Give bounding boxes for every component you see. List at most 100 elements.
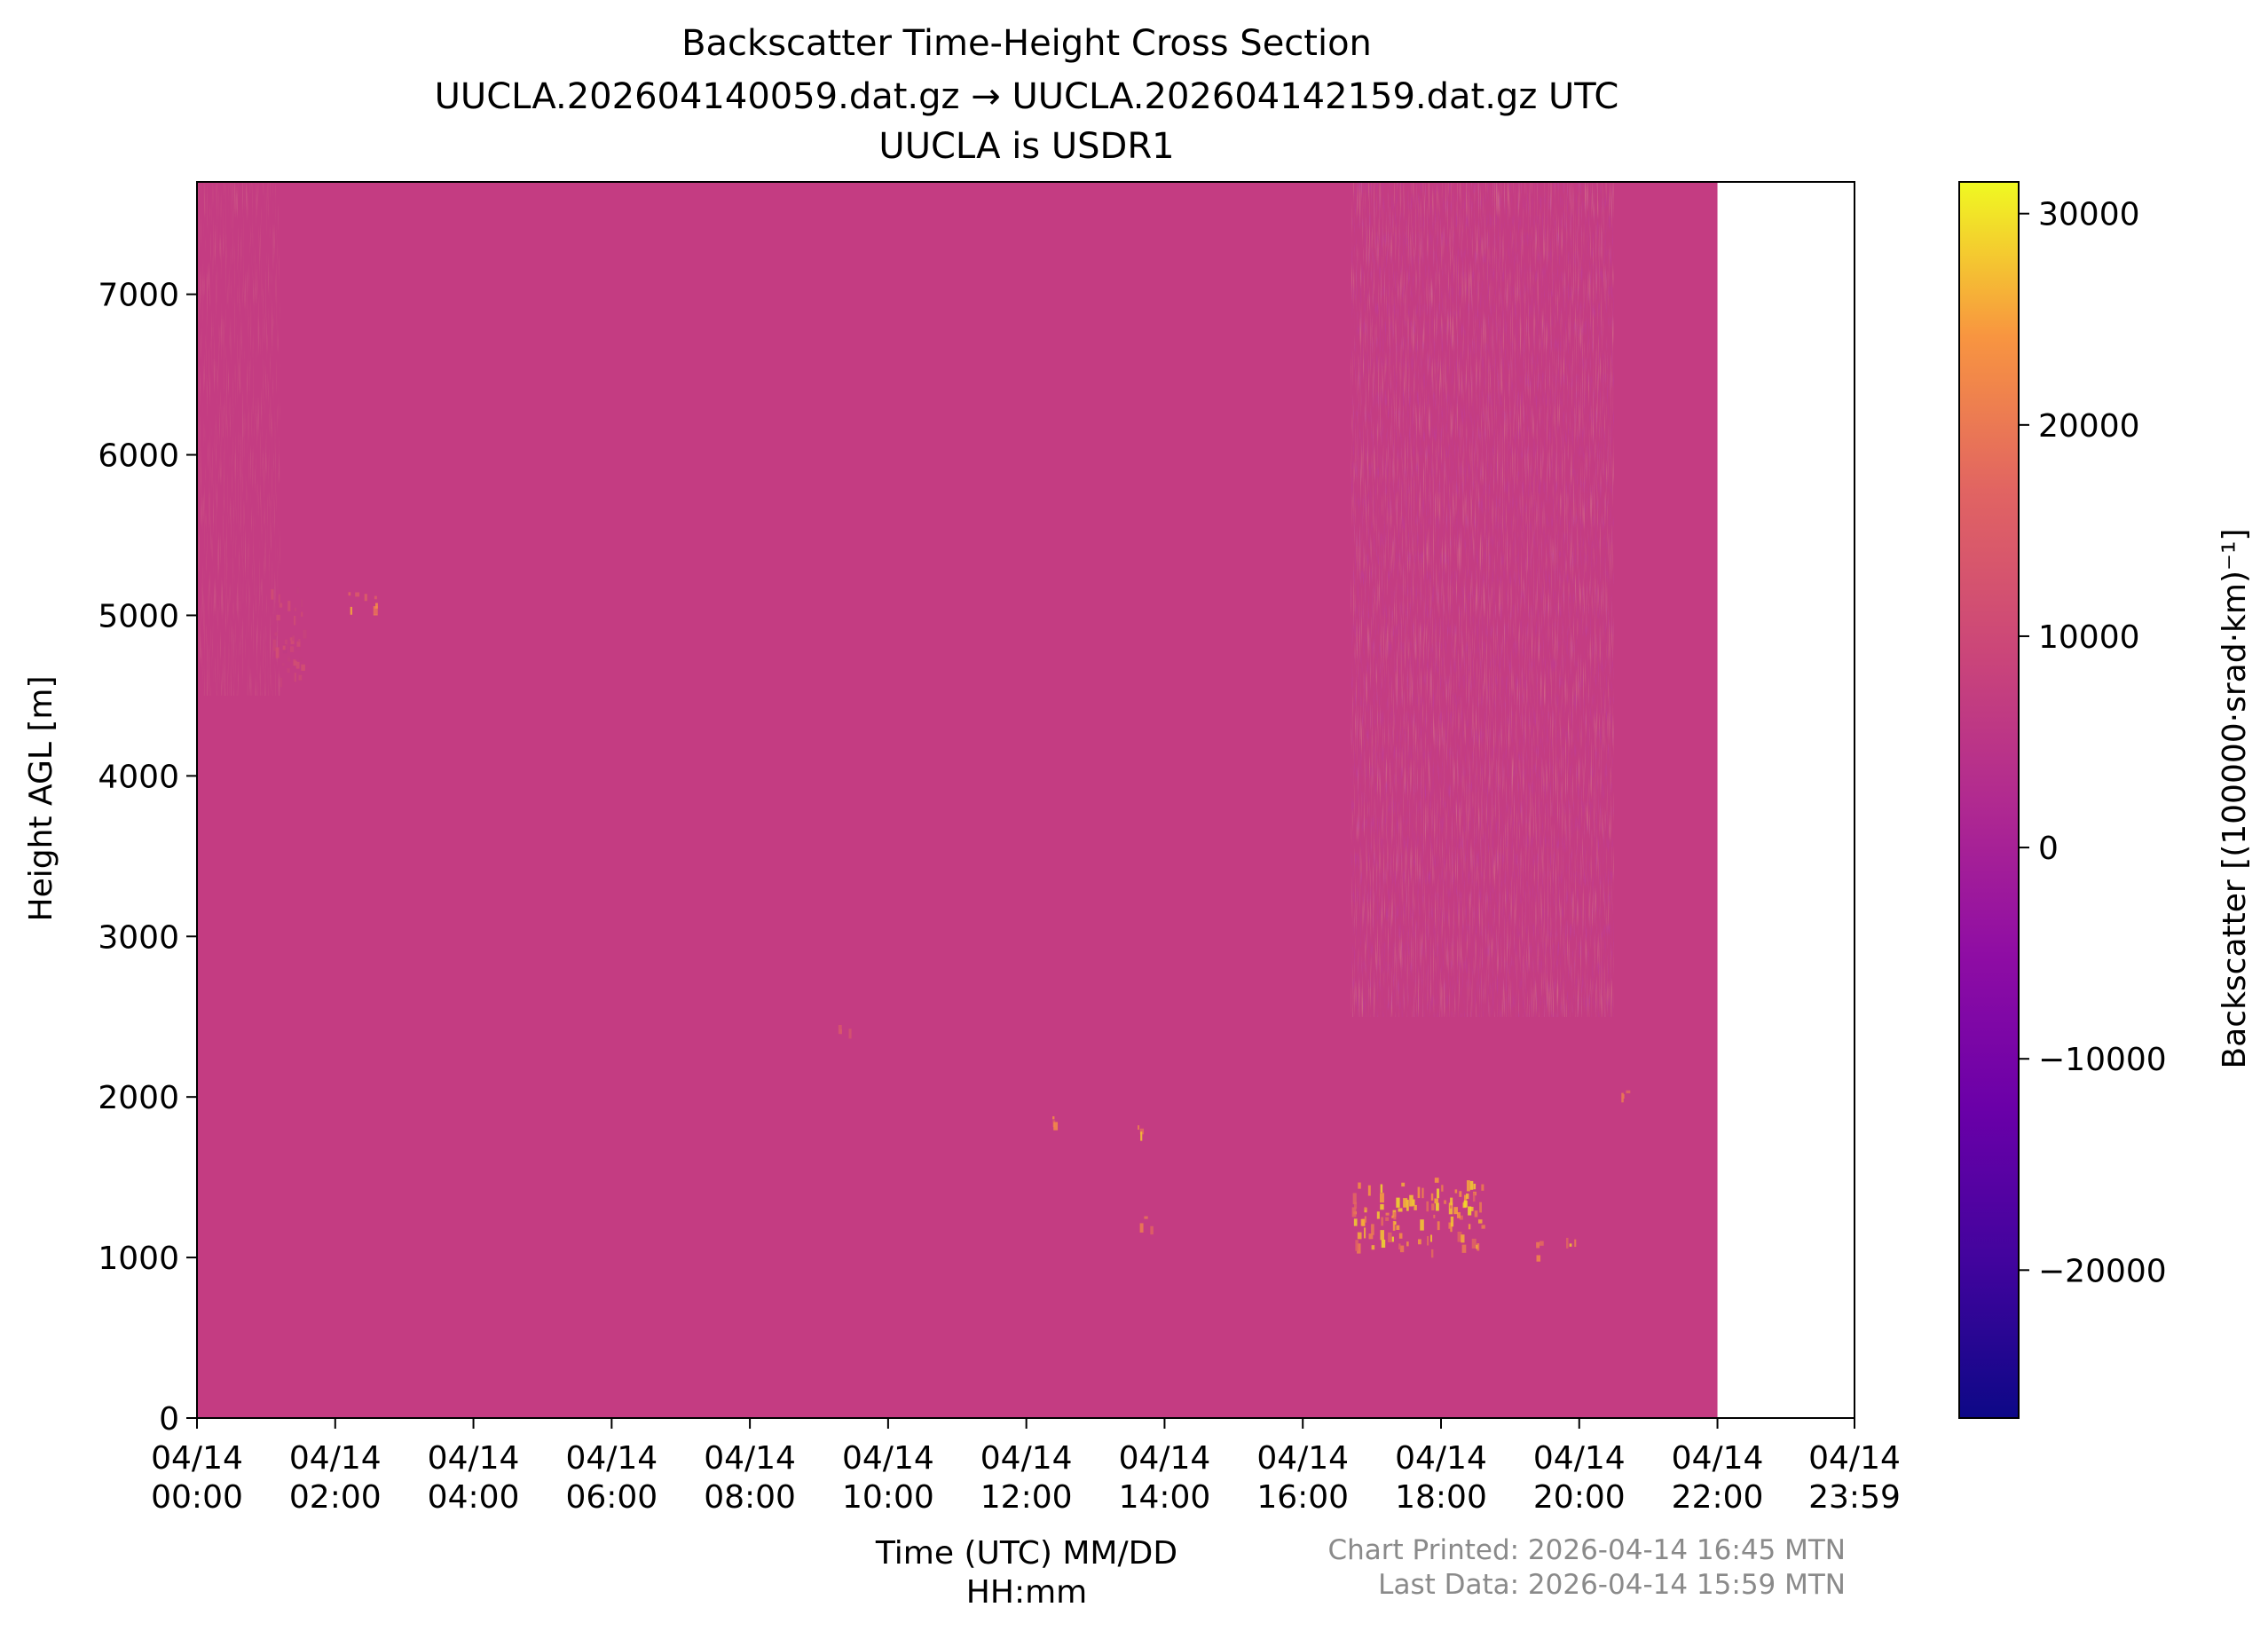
cloud-pixel <box>1357 1232 1362 1240</box>
cloud-pixel <box>1417 1186 1421 1199</box>
cloud-pixel <box>1479 1202 1482 1213</box>
cloud-pixel <box>1463 1194 1467 1205</box>
cloud-pixel <box>1437 1221 1440 1231</box>
x-tick-date: 04/14 <box>428 1440 520 1477</box>
cloud-pixel <box>287 601 291 611</box>
cloud-pixel <box>1351 1207 1357 1217</box>
colorbar-tick-label: −10000 <box>2038 1042 2167 1078</box>
y-axis: 0 1000 2000 3000 4000 5000 6000 7000 <box>98 278 197 1438</box>
x-tick-date: 04/14 <box>1533 1440 1626 1477</box>
x-tick-date: 04/14 <box>565 1440 658 1477</box>
x-tick-time: 18:00 <box>1395 1479 1487 1516</box>
cloud-pixel <box>280 677 282 688</box>
cloud-pixel <box>303 629 307 639</box>
cloud-pixel <box>299 657 303 661</box>
cloud-pixel <box>1450 1222 1453 1233</box>
x-tick-date: 04/14 <box>289 1440 382 1477</box>
cloud-pixel <box>274 632 278 636</box>
x-tick-date: 04/14 <box>1119 1440 1211 1477</box>
cloud-pixel <box>294 607 296 611</box>
cloud-pixel <box>1385 1212 1390 1216</box>
cloud-pixel <box>1453 1207 1458 1215</box>
cloud-pixel <box>290 637 295 644</box>
y-tick-label: 2000 <box>98 1080 179 1116</box>
cloud-pixel <box>1403 1198 1408 1208</box>
cloud-return-6 <box>1351 1178 1485 1258</box>
cloud-pixel <box>375 603 378 609</box>
colorbar-label: Backscatter [(100000·srad·km)⁻¹] <box>2217 529 2253 1069</box>
chart-printed-note: Chart Printed: 2026-04-14 16:45 MTN <box>1328 1534 1846 1566</box>
cloud-pixel <box>1461 1244 1467 1253</box>
cloud-pixel <box>1052 1115 1055 1120</box>
cloud-pixel <box>279 603 283 608</box>
cloud-pixel <box>1621 1092 1624 1103</box>
cloud-pixel <box>1398 1233 1403 1239</box>
x-tick-time: 14:00 <box>1119 1479 1211 1516</box>
cloud-pixel <box>281 662 285 666</box>
cloud-pixel <box>1472 1193 1476 1202</box>
cloud-pixel <box>1360 1218 1366 1226</box>
cloud-pixel <box>1417 1239 1421 1245</box>
cloud-pixel <box>1364 1207 1367 1213</box>
cloud-pixel <box>271 589 274 600</box>
cloud-return-3 <box>1052 1115 1059 1131</box>
cloud-pixel <box>1468 1206 1472 1216</box>
cloud-pixel <box>287 668 290 673</box>
cloud-pixel <box>1459 1215 1463 1220</box>
colorbar-ticks: −20000 −10000 0 10000 20000 30000 <box>2019 197 2167 1289</box>
cloud-pixel <box>1441 1185 1444 1192</box>
cloud-pixel <box>1436 1202 1439 1211</box>
last-data-note: Last Data: 2026-04-14 15:59 MTN <box>1378 1569 1846 1601</box>
cloud-pixel <box>1414 1204 1417 1210</box>
cloud-pixel <box>1357 1243 1361 1254</box>
cloud-pixel <box>1454 1189 1458 1194</box>
cloud-pixel <box>1388 1232 1392 1242</box>
x-tick-time: 10:00 <box>842 1479 934 1516</box>
cloud-pixel <box>1536 1255 1541 1262</box>
cloud-pixel <box>1399 1245 1405 1253</box>
cloud-pixel <box>1433 1214 1436 1218</box>
x-tick-date: 04/14 <box>1808 1440 1901 1477</box>
cloud-pixel <box>1398 1243 1401 1249</box>
cloud-pixel <box>1444 1200 1447 1204</box>
x-tick-date: 04/14 <box>151 1440 243 1477</box>
cloud-return-2 <box>838 1024 852 1039</box>
cloud-pixel <box>1139 1128 1145 1135</box>
x-tick-time: 08:00 <box>704 1479 796 1516</box>
cloud-pixel <box>289 646 295 652</box>
cloud-pixel <box>1430 1193 1434 1201</box>
cloud-pixel <box>1468 1224 1471 1230</box>
cloud-pixel <box>1380 1230 1384 1241</box>
cloud-pixel <box>1481 1184 1484 1191</box>
cloud-pixel <box>294 673 296 682</box>
chart-subtitle: UUCLA.202604140059.dat.gz → UUCLA.202604… <box>435 76 1619 117</box>
y-tick-label: 6000 <box>98 438 179 475</box>
cloud-pixel <box>1376 1211 1380 1219</box>
cloud-pixel <box>1144 1216 1148 1219</box>
cloud-pixel <box>1477 1243 1480 1251</box>
cloud-pixel <box>1622 1094 1625 1099</box>
x-tick-time: 02:00 <box>289 1479 382 1516</box>
cloud-pixel <box>294 660 297 666</box>
chart-subtitle-2: UUCLA is USDR1 <box>878 126 1174 167</box>
cloud-pixel <box>301 664 305 671</box>
colorbar-tick-label: 10000 <box>2038 619 2140 656</box>
cloud-pixel <box>374 595 377 600</box>
cloud-pixel <box>1368 1233 1374 1240</box>
cloud-pixel <box>275 647 280 658</box>
cloud-pixel <box>1421 1187 1424 1199</box>
cloud-pixel <box>839 1028 842 1035</box>
cloud-pixel <box>1053 1122 1059 1131</box>
cloud-return-8 <box>1565 1237 1577 1249</box>
cloud-pixel <box>1456 1212 1461 1218</box>
colorbar-gradient <box>1958 181 2020 1419</box>
cloud-pixel <box>1406 1241 1409 1247</box>
y-tick-label: 1000 <box>98 1241 179 1277</box>
cloud-pixel <box>272 639 277 651</box>
cloud-pixel <box>1401 1182 1406 1187</box>
x-axis: 04/1400:0004/1402:0004/1404:0004/1406:00… <box>151 1418 1901 1516</box>
cloud-pixel <box>1476 1244 1478 1249</box>
cloud-pixel <box>848 1028 852 1039</box>
cloud-pixel <box>1477 1219 1483 1224</box>
